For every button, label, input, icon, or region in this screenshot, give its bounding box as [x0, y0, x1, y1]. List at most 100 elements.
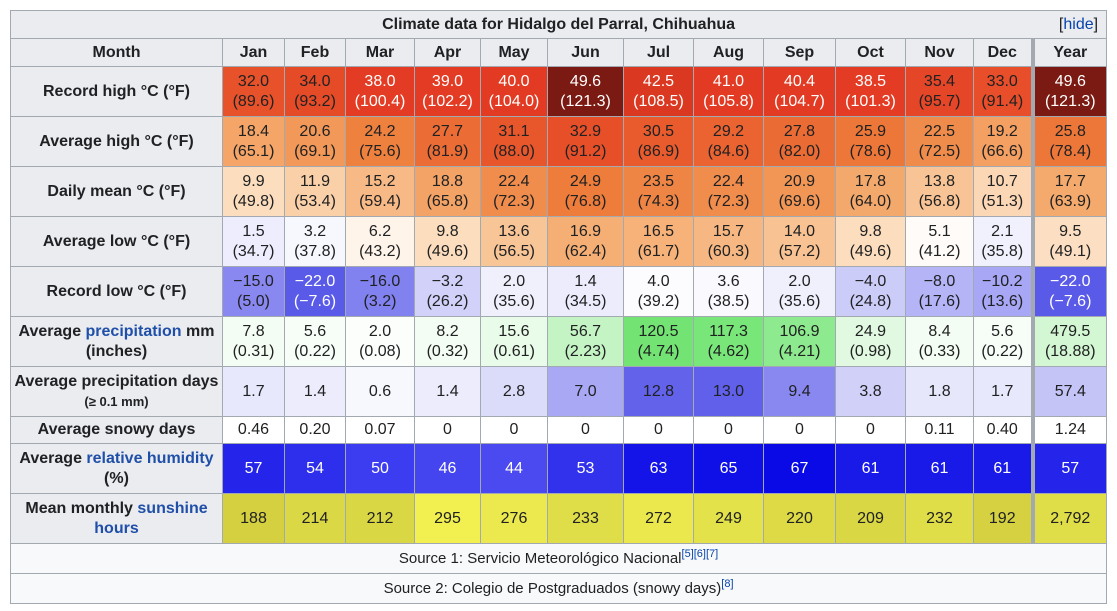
- month-cell: 106.9 (4.21): [763, 316, 836, 367]
- month-cell: 22.4 (72.3): [693, 166, 764, 217]
- row-average-precipitation: Average precipitation mm (inches) 7.8 (0.3…: [10, 316, 1108, 367]
- cell-value: 42.5: [642, 72, 675, 90]
- cell-value: 5.1: [928, 222, 951, 240]
- month-cell: 23.5 (74.3): [623, 166, 694, 217]
- month-cell: −3.2 (26.2): [414, 266, 481, 317]
- month-cell: 117.3 (4.62): [693, 316, 764, 367]
- cell-value: 276: [500, 509, 528, 527]
- month-cell: 13.6 (56.5): [480, 216, 548, 267]
- cell-value-secondary: (53.4): [294, 192, 336, 210]
- month-cell: 25.9 (78.6): [835, 116, 906, 167]
- citation-link[interactable]: [8]: [721, 577, 734, 590]
- month-cell: 1.4 (34.5): [547, 266, 624, 317]
- month-cell: 14.0 (57.2): [763, 216, 836, 267]
- cell-value-secondary: (38.5): [707, 292, 750, 310]
- hide-link[interactable]: hide: [1063, 16, 1094, 33]
- cell-value: 22.5: [923, 122, 956, 140]
- row-label: Record high °C (°F): [10, 66, 223, 117]
- cell-value-secondary: (0.22): [294, 342, 336, 360]
- month-cell: 214: [284, 493, 346, 544]
- cell-value: 0.40: [986, 421, 1018, 438]
- cell-value: 0.6: [368, 382, 392, 400]
- month-cell: 10.7 (51.3): [973, 166, 1033, 217]
- source-note: Source 1: Servicio Meteorológico Naciona…: [9, 543, 1108, 574]
- row-label-link[interactable]: precipitation: [85, 322, 182, 340]
- cell-value-secondary: (18.88): [1044, 342, 1096, 360]
- month-cell: 40.4 (104.7): [763, 66, 836, 117]
- month-cell: −15.0 (5.0): [222, 266, 285, 317]
- cell-value-secondary: (49.6): [426, 242, 469, 260]
- cell-value: 3.6: [717, 272, 740, 290]
- cell-value: 9.4: [788, 382, 811, 400]
- cell-value-secondary: (81.9): [426, 142, 469, 160]
- source-note: Source 2: Colegio de Postgraduados (snow…: [9, 573, 1108, 604]
- month-cell: 6.2 (43.2): [345, 216, 415, 267]
- month-cell: 0.11: [905, 416, 974, 444]
- month-cell: 5.6 (0.22): [973, 316, 1033, 367]
- month-cell: 1.5 (34.7): [222, 216, 285, 267]
- cell-value-secondary: (78.6): [849, 142, 892, 160]
- cell-value-secondary: (84.6): [707, 142, 750, 160]
- citation-link[interactable]: [5]: [681, 547, 694, 560]
- month-cell: 15.7 (60.3): [693, 216, 764, 267]
- cell-value-secondary: (35.6): [493, 292, 535, 310]
- month-cell: 2.8: [480, 366, 548, 417]
- cell-value-secondary: (41.2): [918, 242, 961, 260]
- row-label-link[interactable]: sunshine hours: [94, 499, 208, 537]
- row-label-link[interactable]: relative humidity: [86, 449, 214, 467]
- month-cell: 233: [547, 493, 624, 544]
- month-header-jan: Jan: [222, 38, 285, 67]
- cell-value: 214: [301, 509, 329, 527]
- year-cell: 479.5 (18.88): [1030, 316, 1108, 367]
- month-header-sep: Sep: [763, 38, 836, 67]
- cell-value: 29.2: [712, 122, 745, 140]
- month-cell: 9.8 (49.6): [414, 216, 481, 267]
- month-cell: 16.5 (61.7): [623, 216, 694, 267]
- cell-value: 2.0: [368, 322, 392, 340]
- cell-value: 22.4: [712, 172, 745, 190]
- cell-value: 22.4: [498, 172, 530, 190]
- citation-link[interactable]: [6]: [693, 547, 706, 560]
- cell-value: 61: [861, 459, 880, 477]
- month-cell: 30.5 (86.9): [623, 116, 694, 167]
- cell-value: 54: [306, 459, 324, 477]
- cell-value: 40.0: [498, 72, 530, 90]
- month-cell: 8.4 (0.33): [905, 316, 974, 367]
- cell-value: 13.6: [498, 222, 530, 240]
- month-cell: 38.5 (101.3): [835, 66, 906, 117]
- cell-value-secondary: (89.6): [232, 92, 275, 110]
- row-label-text: Average precipitation days: [14, 372, 219, 390]
- cell-value-secondary: (0.31): [232, 342, 275, 360]
- cell-value-secondary: (82.0): [778, 142, 821, 160]
- cell-value-secondary: (17.6): [918, 292, 961, 310]
- source-row: Source 2: Colegio de Postgraduados (snow…: [9, 573, 1108, 604]
- month-cell: 0.20: [284, 416, 346, 444]
- month-cell: −8.0 (17.6): [905, 266, 974, 317]
- month-cell: 120.5 (4.74): [623, 316, 694, 367]
- cell-value: 18.4: [237, 122, 270, 140]
- cell-value-secondary: (66.6): [981, 142, 1024, 160]
- month-cell: 20.6 (69.1): [284, 116, 346, 167]
- row-label-unit: (%): [104, 469, 129, 487]
- month-cell: 22.5 (72.5): [905, 116, 974, 167]
- cell-value: 18.8: [431, 172, 464, 190]
- cell-value: 35.4: [923, 72, 956, 90]
- row-label: Average relative humidity (%): [10, 443, 223, 494]
- row-label: Mean monthly sunshine hours: [10, 493, 223, 544]
- cell-value-secondary: (−7.6): [293, 292, 337, 310]
- cell-value: 15.7: [712, 222, 745, 240]
- cell-value: 67: [790, 459, 809, 477]
- hide-toggle[interactable]: [hide]: [1058, 16, 1099, 33]
- citation-link[interactable]: [7]: [705, 547, 719, 560]
- row-label: Record low °C (°F): [10, 266, 223, 317]
- cell-value: 63: [649, 459, 668, 477]
- cell-value-secondary: (104.7): [774, 92, 825, 110]
- month-cell: 5.1 (41.2): [905, 216, 974, 267]
- month-cell: 35.4 (95.7): [905, 66, 974, 117]
- header-row: Month Jan Feb Mar Apr May Jun Jul Aug Sep Oct Nov D…: [10, 38, 1108, 67]
- row-label-text: Average high °C (°F): [39, 132, 194, 150]
- cell-value-secondary: (37.8): [294, 242, 336, 260]
- cell-value: 15.6: [498, 322, 530, 340]
- cell-value: 232: [926, 509, 953, 527]
- cell-value-secondary: (35.6): [778, 292, 821, 310]
